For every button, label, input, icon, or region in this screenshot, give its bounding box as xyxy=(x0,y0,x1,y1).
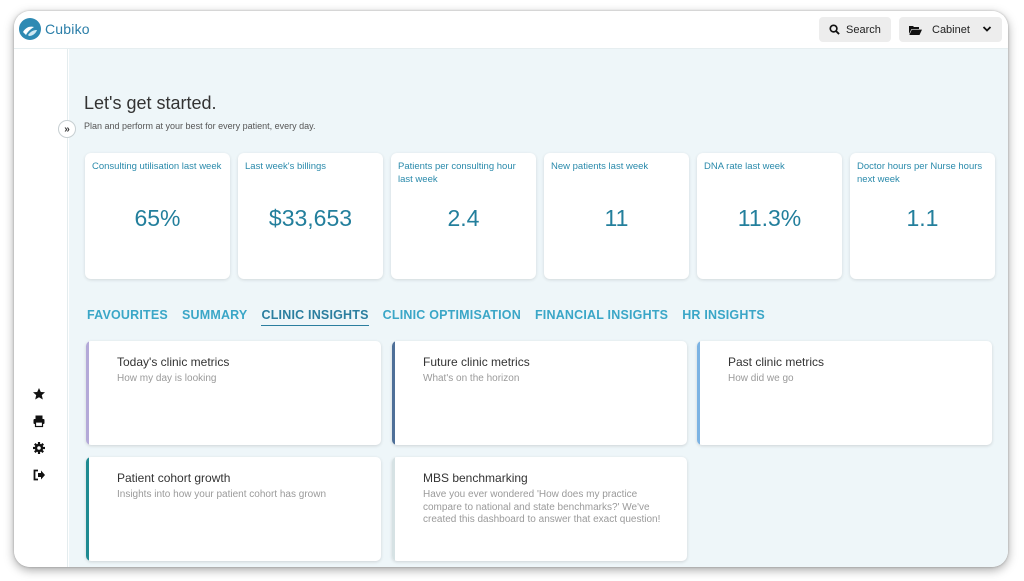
dashboard-card[interactable]: MBS benchmarking Have you ever wondered … xyxy=(392,457,687,561)
card-description: Insights into how your patient cohort ha… xyxy=(117,489,327,500)
kpi-card[interactable]: Patients per consulting hour last week 2… xyxy=(391,153,536,279)
kpi-value: 1.1 xyxy=(906,205,939,231)
kpi-label: DNA rate last week xyxy=(704,161,785,172)
tab-summary[interactable]: SUMMARY xyxy=(181,308,248,322)
card-description: How my day is looking xyxy=(117,373,217,384)
card-description: Have you ever wondered 'How does my prac… xyxy=(423,489,661,525)
card-accent xyxy=(392,457,395,561)
kpi-card[interactable]: Last week's billings $33,653 xyxy=(238,153,383,279)
card-title: Today's clinic metrics xyxy=(117,355,230,369)
dashboard-card[interactable]: Today's clinic metrics How my day is loo… xyxy=(86,341,381,445)
tab-financial-insights[interactable]: FINANCIAL INSIGHTS xyxy=(534,308,669,322)
kpi-label: New patients last week xyxy=(551,161,649,172)
card-title: Future clinic metrics xyxy=(423,355,530,369)
kpi-value: 11 xyxy=(604,205,629,231)
sign-out-icon[interactable] xyxy=(32,468,46,482)
tab-hr-insights[interactable]: HR INSIGHTS xyxy=(682,308,765,322)
folder-open-icon xyxy=(909,25,922,35)
double-chevron-right-icon: » xyxy=(64,123,70,135)
card-accent xyxy=(392,341,395,445)
search-label: Search xyxy=(846,23,881,36)
app-logo[interactable]: Cubiko xyxy=(19,18,90,40)
dashboard-card[interactable]: Patient cohort growth Insights into how … xyxy=(86,457,381,561)
cabinet-label: Cabinet xyxy=(932,23,970,36)
search-button[interactable]: Search xyxy=(819,17,891,42)
insight-tabs: FAVOURITES SUMMARY CLINIC INSIGHTS CLINI… xyxy=(87,308,779,326)
tab-clinic-optimisation[interactable]: CLINIC OPTIMISATION xyxy=(382,308,521,322)
kpi-label: Doctor hours per Nurse hours next week xyxy=(857,161,983,185)
search-icon xyxy=(829,24,840,35)
top-bar: Cubiko Search Cabinet xyxy=(14,11,1008,49)
dashboard-card[interactable]: Past clinic metrics How did we go xyxy=(697,341,992,445)
printer-icon[interactable] xyxy=(32,414,46,428)
kpi-value: 11.3% xyxy=(737,205,802,231)
dashboard-card[interactable]: Future clinic metrics What's on the hori… xyxy=(392,341,687,445)
kpi-card[interactable]: Doctor hours per Nurse hours next week 1… xyxy=(850,153,995,279)
kpi-value: 2.4 xyxy=(447,205,480,231)
kpi-label: Last week's billings xyxy=(245,161,327,172)
expand-sidebar-button[interactable]: » xyxy=(58,120,76,138)
kpi-value: $33,653 xyxy=(268,205,353,231)
card-description: How did we go xyxy=(728,373,794,384)
kpi-card[interactable]: DNA rate last week 11.3% xyxy=(697,153,842,279)
app-name: Cubiko xyxy=(45,21,90,37)
kpi-label: Consulting utilisation last week xyxy=(92,161,222,172)
app-window: Cubiko Search Cabinet xyxy=(14,11,1008,567)
kpi-card[interactable]: Consulting utilisation last week 65% xyxy=(85,153,230,279)
tab-favourites[interactable]: FAVOURITES xyxy=(87,308,168,322)
kpi-label: Patients per consulting hour last week xyxy=(398,161,516,185)
star-icon[interactable] xyxy=(32,387,46,401)
card-accent xyxy=(86,341,89,445)
kpi-card[interactable]: New patients last week 11 xyxy=(544,153,689,279)
card-title: Past clinic metrics xyxy=(728,355,825,369)
kpi-value: 65% xyxy=(134,205,181,231)
cubiko-logo-icon xyxy=(19,18,41,40)
page-subtitle: Plan and perform at your best for every … xyxy=(84,121,316,131)
tab-clinic-insights[interactable]: CLINIC INSIGHTS xyxy=(261,308,369,326)
gear-icon[interactable] xyxy=(32,441,46,455)
chevron-down-icon xyxy=(982,26,992,32)
main-content: Let's get started. Plan and perform at y… xyxy=(69,49,1008,567)
card-title: Patient cohort growth xyxy=(117,471,231,485)
page-title: Let's get started. xyxy=(84,93,217,113)
sidebar xyxy=(14,49,68,567)
card-title: MBS benchmarking xyxy=(423,471,528,485)
card-description: What's on the horizon xyxy=(423,373,520,384)
card-accent xyxy=(86,457,89,561)
card-accent xyxy=(697,341,700,445)
cabinet-dropdown[interactable]: Cabinet xyxy=(899,17,1002,42)
